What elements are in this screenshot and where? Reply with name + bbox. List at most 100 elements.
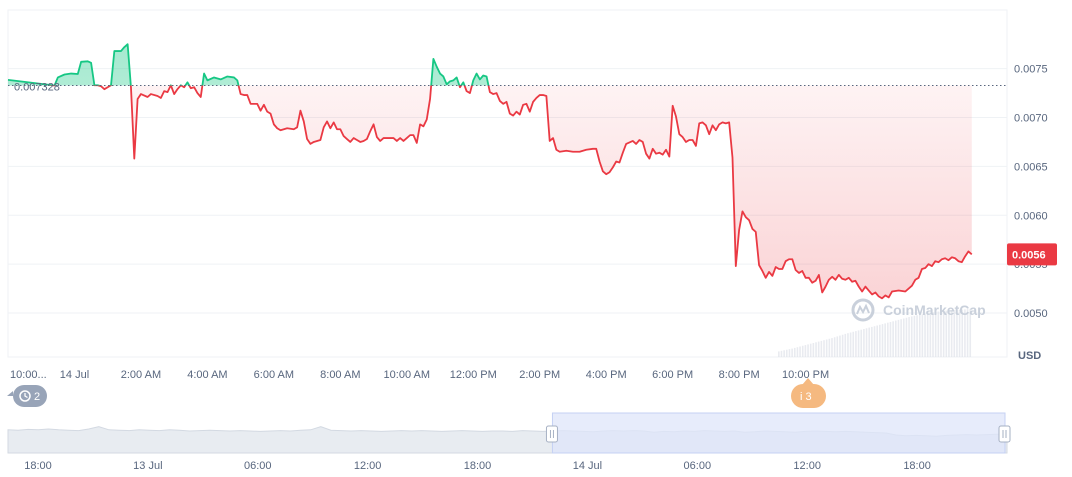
volume-bar (921, 314, 924, 357)
x-tick-label: 10:00... (10, 369, 47, 381)
volume-bar (801, 345, 804, 357)
navigator-tick-label: 12:00 (793, 460, 821, 472)
volume-bar (926, 313, 929, 357)
event-marker-info[interactable]: i 3 (791, 378, 826, 408)
volume-bar (828, 338, 831, 357)
volume-bar (871, 326, 873, 357)
y-tick-label: 0.0070 (1014, 113, 1048, 125)
volume-bar (825, 339, 828, 357)
volume-bar (945, 310, 948, 357)
volume-bar (929, 312, 932, 357)
y-tick-label: 0.0060 (1014, 210, 1048, 222)
event-marker-info-tip (802, 378, 814, 385)
volume-bar (953, 309, 956, 357)
current-price-badge-bg (1007, 243, 1057, 266)
navigator-selection[interactable] (551, 412, 1006, 454)
volume-bar (855, 331, 857, 357)
currency-unit-label: USD (1018, 350, 1041, 362)
navigator-tick-label: 13 Jul (133, 460, 162, 472)
volume-bar (889, 322, 892, 357)
x-tick-label: 4:00 PM (586, 369, 627, 381)
volume-bar (791, 348, 793, 357)
volume-bar (910, 316, 913, 357)
event-marker-info-bg (791, 384, 826, 408)
volume-bar (815, 342, 817, 357)
y-tick-label: 0.0075 (1014, 64, 1048, 76)
x-tick-label: 12:00 PM (450, 369, 497, 381)
volume-bar (863, 329, 865, 357)
volume-bars (778, 308, 972, 357)
volume-bar (948, 310, 950, 357)
volume-bar (958, 309, 961, 357)
reference-price-label: 0.007328 (14, 81, 60, 93)
current-price-badge: 0.0056 (1007, 243, 1057, 266)
volume-bar (831, 338, 833, 357)
volume-bar (913, 315, 916, 357)
volume-bar (964, 309, 966, 357)
navigator-tick-label: 18:00 (903, 460, 931, 472)
volume-bar (876, 325, 878, 357)
event-marker-history-count: 2 (34, 391, 40, 403)
x-axis: 10:00... 14 Jul 2:00 AM 4:00 AM 6:00 AM 8:00 … (10, 369, 829, 381)
volume-bar (894, 320, 897, 357)
volume-bar (961, 309, 964, 357)
volume-bar (897, 319, 900, 357)
history-icon (19, 390, 31, 402)
volume-bar (865, 328, 868, 357)
volume-bar (940, 311, 942, 357)
x-tick-label: 8:00 AM (320, 369, 360, 381)
volume-bar (902, 318, 905, 357)
event-marker-history[interactable]: 2 (7, 385, 47, 407)
volume-bar (804, 345, 807, 357)
price-line (7, 43, 973, 300)
volume-bar (900, 319, 902, 357)
volume-bar (823, 340, 825, 357)
volume-bar (887, 322, 889, 357)
volume-bar (809, 343, 812, 357)
y-tick-label: 0.0050 (1014, 308, 1048, 320)
volume-bar (849, 332, 852, 357)
volume-bar (785, 349, 788, 357)
volume-bar (932, 312, 934, 357)
volume-bar (892, 321, 894, 357)
volume-bar (969, 308, 972, 357)
y-tick-label: 0.0065 (1014, 161, 1048, 173)
x-tick-label: 6:00 PM (652, 369, 693, 381)
watermark-text: CoinMarketCap (883, 302, 986, 318)
event-marker-info-label: i 3 (800, 391, 812, 403)
volume-bar (836, 336, 839, 357)
x-tick-label: 2:00 AM (121, 369, 161, 381)
navigator-right-handle[interactable] (998, 425, 1011, 443)
volume-bar (860, 329, 863, 357)
volume-bar (820, 340, 823, 357)
x-tick-label: 8:00 PM (719, 369, 760, 381)
x-tick-label: 14 Jul (60, 369, 89, 381)
navigator-axis: 18:00 13 Jul 06:00 12:00 18:00 14 Jul 06:00 12:… (24, 460, 931, 472)
volume-bar (852, 331, 855, 357)
navigator-tick-label: 14 Jul (573, 460, 602, 472)
range-navigator[interactable]: 18:00 13 Jul 06:00 12:00 18:00 14 Jul 06:00 12:… (7, 412, 1011, 472)
navigator-tick-label: 12:00 (354, 460, 382, 472)
volume-bar (905, 317, 908, 357)
volume-bar (793, 347, 796, 357)
navigator-left-handle[interactable] (545, 425, 558, 443)
volume-bar (966, 309, 969, 357)
volume-bar (884, 323, 886, 357)
volume-bar (783, 350, 785, 357)
volume-bar (812, 343, 815, 357)
volume-bar (788, 349, 791, 357)
area-below-reference (98, 85, 972, 299)
x-tick-label: 4:00 AM (187, 369, 227, 381)
coinmarketcap-logo-wave (856, 303, 870, 315)
volume-bar (796, 347, 799, 357)
navigator-tick-label: 18:00 (24, 460, 52, 472)
volume-bar (916, 315, 918, 357)
event-marker-history-tip (7, 391, 13, 396)
volume-bar (881, 324, 884, 357)
volume-bar (873, 326, 876, 357)
price-line-down (46, 85, 973, 300)
volume-bar (868, 327, 871, 357)
volume-bar (778, 351, 780, 357)
